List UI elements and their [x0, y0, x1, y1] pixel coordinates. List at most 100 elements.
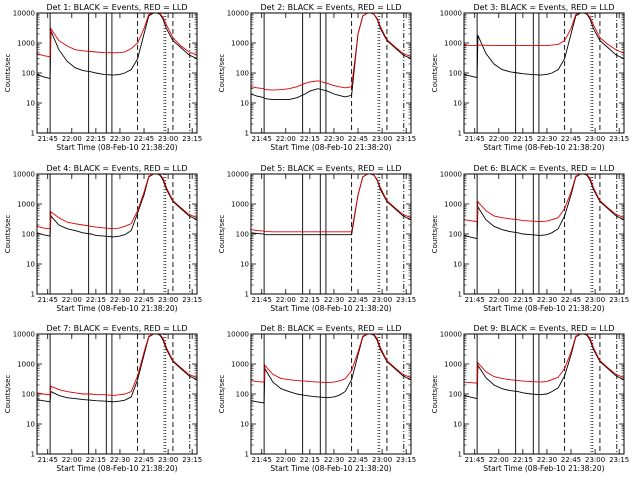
events-series-line	[250, 333, 412, 404]
y-axis-label: Counts/sec	[218, 215, 226, 254]
plot-frame	[250, 173, 412, 295]
x-tick-label: 23:00	[158, 135, 178, 143]
x-tick-label: 22:15	[513, 296, 533, 304]
x-tick-label: 22:45	[561, 135, 581, 143]
x-tick-label: 22:15	[300, 135, 320, 143]
x-tick-label: 22:30	[110, 296, 130, 304]
x-tick-label: 22:15	[86, 456, 106, 464]
x-tick-label: 22:15	[300, 456, 320, 464]
x-tick-label: 22:00	[62, 135, 82, 143]
x-tick-label: 23:00	[372, 296, 392, 304]
x-tick-label: 21:45	[252, 456, 272, 464]
lld-series-line	[250, 333, 412, 384]
x-tick-label: 22:00	[489, 296, 509, 304]
x-tick-label: 22:45	[561, 296, 581, 304]
y-tick-label: 100	[449, 231, 462, 239]
y-tick-label: 10000	[227, 331, 249, 339]
events-series-line	[36, 12, 198, 80]
x-tick-label: 22:00	[62, 296, 82, 304]
y-tick-label: 1	[458, 451, 462, 459]
x-axis-label: Start Time (08-Feb-10 21:38:20)	[56, 304, 177, 313]
y-tick-label: 1000	[17, 40, 35, 48]
y-tick-label: 10000	[13, 331, 35, 339]
events-series-line	[36, 333, 198, 403]
y-tick-label: 10	[26, 421, 35, 429]
y-tick-label: 10	[26, 100, 35, 108]
x-tick-label: 21:45	[465, 296, 485, 304]
y-tick-label: 10	[240, 100, 249, 108]
x-tick-label: 23:15	[396, 296, 416, 304]
y-tick-label: 10	[453, 100, 462, 108]
x-tick-label: 23:00	[585, 456, 605, 464]
lld-series-line	[36, 333, 198, 396]
events-series-line	[250, 12, 412, 101]
y-tick-label: 1	[245, 130, 249, 138]
x-tick-label: 21:45	[252, 135, 272, 143]
x-axis-label: Start Time (08-Feb-10 21:38:20)	[483, 304, 604, 313]
x-tick-label: 23:15	[182, 135, 202, 143]
x-tick-label: 22:15	[86, 135, 106, 143]
y-tick-label: 10	[453, 261, 462, 269]
x-tick-label: 22:15	[513, 135, 533, 143]
lld-series-line	[250, 173, 412, 233]
y-tick-label: 100	[22, 391, 35, 399]
y-tick-label: 100	[236, 391, 249, 399]
x-tick-label: 23:15	[182, 296, 202, 304]
panel-title: Det 7: BLACK = Events, RED = LLD	[47, 324, 188, 333]
y-axis-label: Counts/sec	[431, 215, 439, 254]
x-tick-label: 21:45	[38, 296, 58, 304]
panel-title: Det 5: BLACK = Events, RED = LLD	[261, 164, 402, 173]
x-tick-label: 23:15	[182, 456, 202, 464]
panel-1: Det 1: BLACK = Events, RED = LLD Counts/s…	[4, 3, 202, 152]
y-tick-label: 100	[449, 391, 462, 399]
plot-frame	[250, 12, 412, 134]
lld-series-line	[463, 333, 625, 384]
x-tick-label: 21:45	[38, 135, 58, 143]
y-tick-label: 1	[245, 291, 249, 299]
panel-8: Det 8: BLACK = Events, RED = LLD Counts/s…	[218, 324, 416, 473]
x-tick-label: 21:45	[252, 296, 272, 304]
y-tick-label: 1000	[444, 201, 462, 209]
x-tick-label: 23:00	[372, 135, 392, 143]
panel-7: Det 7: BLACK = Events, RED = LLD Counts/s…	[4, 324, 202, 473]
panel-title: Det 8: BLACK = Events, RED = LLD	[261, 324, 402, 333]
y-axis-label: Counts/sec	[431, 375, 439, 414]
x-tick-label: 22:30	[324, 456, 344, 464]
y-axis-label: Counts/sec	[4, 375, 12, 414]
x-axis-label: Start Time (08-Feb-10 21:38:20)	[56, 464, 177, 473]
x-tick-label: 23:15	[609, 135, 629, 143]
x-tick-label: 22:30	[537, 296, 557, 304]
y-tick-label: 1000	[444, 361, 462, 369]
x-tick-label: 23:00	[372, 456, 392, 464]
x-tick-label: 22:30	[537, 456, 557, 464]
x-axis-label: Start Time (08-Feb-10 21:38:20)	[483, 143, 604, 152]
x-tick-label: 21:45	[465, 456, 485, 464]
x-tick-label: 23:15	[396, 456, 416, 464]
x-axis-label: Start Time (08-Feb-10 21:38:20)	[56, 143, 177, 152]
plot-frame	[36, 12, 198, 134]
x-tick-label: 23:00	[158, 456, 178, 464]
y-tick-label: 10000	[227, 171, 249, 179]
y-tick-label: 1	[31, 291, 35, 299]
x-tick-label: 22:15	[300, 296, 320, 304]
y-tick-label: 100	[236, 231, 249, 239]
x-tick-label: 22:45	[134, 456, 154, 464]
lld-series-line	[463, 12, 625, 54]
y-tick-label: 10000	[13, 171, 35, 179]
events-series-line	[463, 333, 625, 400]
x-tick-label: 22:30	[110, 456, 130, 464]
y-tick-label: 1	[31, 130, 35, 138]
panel-2: Det 2: BLACK = Events, RED = LLD Counts/s…	[218, 3, 416, 152]
x-tick-label: 22:00	[489, 135, 509, 143]
plot-frame	[463, 173, 625, 295]
x-axis-label: Start Time (08-Feb-10 21:38:20)	[483, 464, 604, 473]
y-tick-label: 100	[236, 70, 249, 78]
y-tick-label: 100	[22, 231, 35, 239]
panel-title: Det 4: BLACK = Events, RED = LLD	[47, 164, 188, 173]
y-tick-label: 10	[240, 421, 249, 429]
y-tick-label: 10000	[13, 10, 35, 18]
panel-title: Det 3: BLACK = Events, RED = LLD	[474, 3, 615, 12]
plot-frame	[36, 173, 198, 295]
y-tick-label: 10	[240, 261, 249, 269]
